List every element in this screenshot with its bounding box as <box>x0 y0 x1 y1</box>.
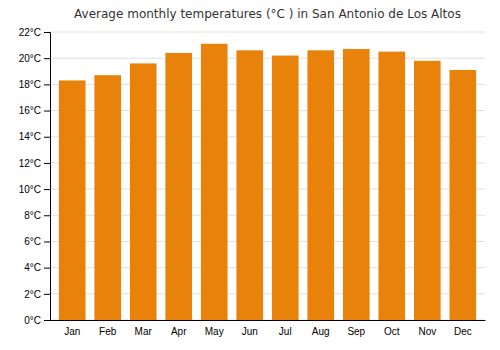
tick: Aug <box>312 326 330 337</box>
tick-label: Apr <box>171 326 187 337</box>
tick: Apr <box>171 326 187 337</box>
tick-mark <box>44 241 50 242</box>
tick: 10°C <box>19 184 50 195</box>
tick-label: Oct <box>384 326 400 337</box>
tick-mark <box>44 137 50 138</box>
bar <box>378 52 405 320</box>
tick: 0°C <box>24 315 50 326</box>
tick-mark <box>44 320 50 321</box>
tick-label: Nov <box>418 326 436 337</box>
tick-label: 6°C <box>24 236 41 247</box>
tick-label: Jan <box>64 326 80 337</box>
tick: Sep <box>347 326 365 337</box>
tick-mark <box>44 32 50 33</box>
tick-label: Jul <box>279 326 292 337</box>
tick-mark <box>44 268 50 269</box>
bars <box>59 44 476 320</box>
tick: May <box>205 326 224 337</box>
bar <box>59 80 86 320</box>
bar <box>272 56 299 320</box>
chart: 0°C 2°C 4°C 6°C 8°C 10°C 12°C 14°C 16°C 18°C 20°C 2… <box>0 0 500 350</box>
tick-label: 2°C <box>24 289 41 300</box>
tick-mark <box>44 163 50 164</box>
bar <box>165 53 192 320</box>
tick-label: Feb <box>99 326 117 337</box>
tick: 20°C <box>19 53 50 64</box>
tick-label: Mar <box>135 326 153 337</box>
tick-label: May <box>205 326 224 337</box>
bar <box>449 70 476 320</box>
grid-line <box>50 32 485 33</box>
tick-mark <box>44 294 50 295</box>
axis-line <box>44 33 51 321</box>
tick: Nov <box>418 326 436 337</box>
tick: Jan <box>64 326 80 337</box>
y-axis: 0°C 2°C 4°C 6°C 8°C 10°C 12°C 14°C 16°C 18°C 20°C 2… <box>19 27 51 326</box>
tick-mark <box>44 58 50 59</box>
tick-mark <box>44 189 50 190</box>
grid-line <box>50 58 485 59</box>
tick-label: Aug <box>312 326 330 337</box>
bar <box>201 44 228 320</box>
tick: 6°C <box>24 236 50 247</box>
tick: 16°C <box>19 105 50 116</box>
tick: 4°C <box>24 262 50 273</box>
tick: Oct <box>384 326 400 337</box>
title: Average monthly temperatures (°C ) in Sa… <box>74 7 461 21</box>
tick-label: 16°C <box>19 105 41 116</box>
bar <box>307 50 334 320</box>
bar <box>414 61 441 320</box>
tick: 2°C <box>24 289 50 300</box>
tick-label: 0°C <box>24 315 41 326</box>
tick: Jul <box>279 326 292 337</box>
plot: 0°C 2°C 4°C 6°C 8°C 10°C 12°C 14°C 16°C 18°C 20°C 2… <box>19 27 486 337</box>
tick: 14°C <box>19 131 50 142</box>
tick: Jun <box>242 326 258 337</box>
bar <box>236 50 263 320</box>
tick-label: 14°C <box>19 131 41 142</box>
tick-label: 18°C <box>19 79 41 90</box>
tick-label: Dec <box>454 326 472 337</box>
tick: 18°C <box>19 79 50 90</box>
tick-label: 10°C <box>19 184 41 195</box>
bar <box>94 75 121 320</box>
grid <box>50 32 485 320</box>
tick: Dec <box>454 326 472 337</box>
tick: Mar <box>135 326 153 337</box>
tick-label: 12°C <box>19 158 41 169</box>
tick-label: Sep <box>347 326 365 337</box>
tick: Feb <box>99 326 117 337</box>
tick-label: Jun <box>242 326 258 337</box>
tick: 22°C <box>19 27 50 38</box>
tick-label: 20°C <box>19 53 41 64</box>
axis-line <box>51 320 486 321</box>
tick-label: 22°C <box>19 27 41 38</box>
x-axis: Jan Feb Mar Apr May Jun Jul Aug Sep Oct Nov Dec <box>51 321 486 338</box>
tick-mark <box>44 111 50 112</box>
tick: 12°C <box>19 158 50 169</box>
tick-label: 8°C <box>24 210 41 221</box>
bar <box>343 49 370 320</box>
tick: 8°C <box>24 210 50 221</box>
tick-mark <box>44 215 50 216</box>
bar <box>130 63 157 320</box>
tick-mark <box>44 84 50 85</box>
tick-label: 4°C <box>24 262 41 273</box>
